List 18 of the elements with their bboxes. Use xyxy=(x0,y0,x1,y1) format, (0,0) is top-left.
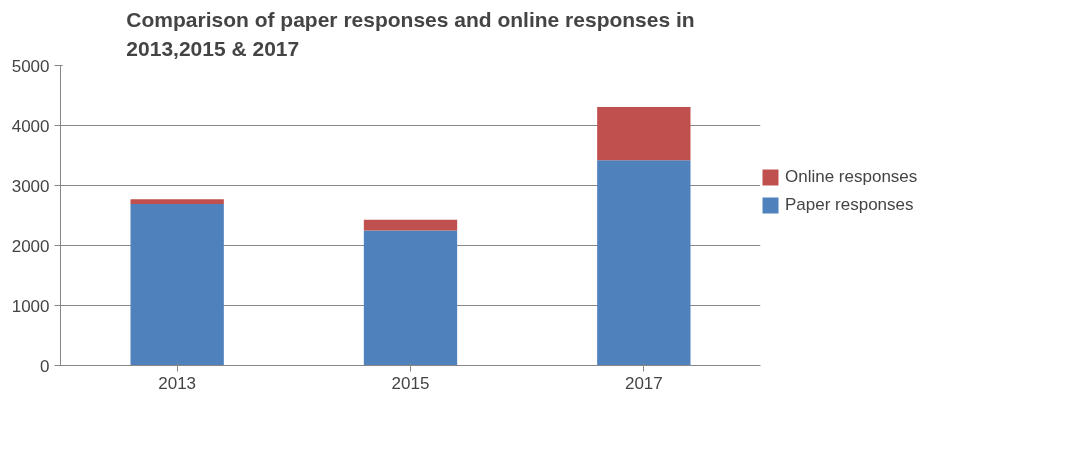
y-tick-label: 3000 xyxy=(11,176,50,196)
bar xyxy=(597,106,691,161)
bar xyxy=(130,204,224,366)
legend-label: Paper responses xyxy=(785,195,914,215)
bar xyxy=(363,230,458,366)
x-tick-label: 2013 xyxy=(158,373,197,393)
bar xyxy=(363,219,458,231)
chart-title: Comparison of paper responses and online responses in 2013,2015 & 2017 xyxy=(126,7,695,61)
bar xyxy=(597,160,691,366)
y-tick-label: 0 xyxy=(40,356,50,376)
y-tick-label: 2000 xyxy=(11,236,50,256)
x-tick-label: 2017 xyxy=(624,373,663,393)
bar xyxy=(130,199,224,205)
y-tick-label: 1000 xyxy=(11,296,50,316)
y-tick-label: 4000 xyxy=(11,116,50,136)
x-tick-label: 2015 xyxy=(391,373,430,393)
y-tick-label: 5000 xyxy=(11,56,50,76)
legend-label: Online responses xyxy=(785,167,918,187)
